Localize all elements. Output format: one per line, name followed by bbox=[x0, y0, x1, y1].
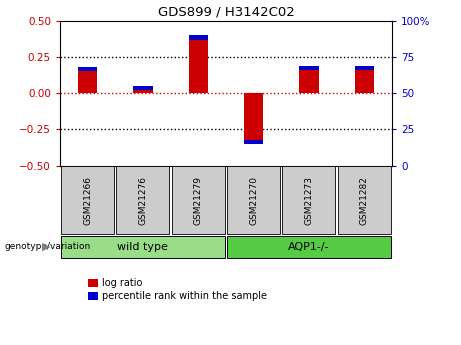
Bar bbox=[355, 66, 374, 70]
Bar bbox=[78, 67, 97, 93]
Bar bbox=[244, 93, 263, 144]
Bar bbox=[299, 66, 319, 93]
Text: GSM21276: GSM21276 bbox=[138, 176, 148, 225]
FancyBboxPatch shape bbox=[61, 236, 225, 257]
Bar bbox=[133, 86, 153, 90]
FancyBboxPatch shape bbox=[227, 166, 280, 234]
Title: GDS899 / H3142C02: GDS899 / H3142C02 bbox=[158, 5, 294, 18]
Text: GSM21273: GSM21273 bbox=[304, 176, 313, 225]
Text: GSM21282: GSM21282 bbox=[360, 176, 369, 225]
Bar bbox=[299, 66, 319, 70]
Text: GSM21266: GSM21266 bbox=[83, 176, 92, 225]
Legend: log ratio, percentile rank within the sample: log ratio, percentile rank within the sa… bbox=[88, 278, 267, 301]
Text: ▶: ▶ bbox=[42, 242, 51, 252]
Bar bbox=[355, 66, 374, 93]
Text: genotype/variation: genotype/variation bbox=[5, 242, 91, 251]
FancyBboxPatch shape bbox=[61, 166, 114, 234]
Bar bbox=[189, 35, 208, 40]
Text: wild type: wild type bbox=[118, 242, 168, 252]
Text: GSM21270: GSM21270 bbox=[249, 176, 258, 225]
Bar bbox=[78, 67, 97, 71]
Text: AQP1-/-: AQP1-/- bbox=[288, 242, 330, 252]
FancyBboxPatch shape bbox=[282, 166, 336, 234]
FancyBboxPatch shape bbox=[116, 166, 170, 234]
Bar bbox=[244, 139, 263, 144]
FancyBboxPatch shape bbox=[337, 166, 391, 234]
FancyBboxPatch shape bbox=[227, 236, 391, 257]
Bar bbox=[189, 35, 208, 93]
FancyBboxPatch shape bbox=[171, 166, 225, 234]
Text: GSM21279: GSM21279 bbox=[194, 176, 203, 225]
Bar bbox=[133, 86, 153, 93]
